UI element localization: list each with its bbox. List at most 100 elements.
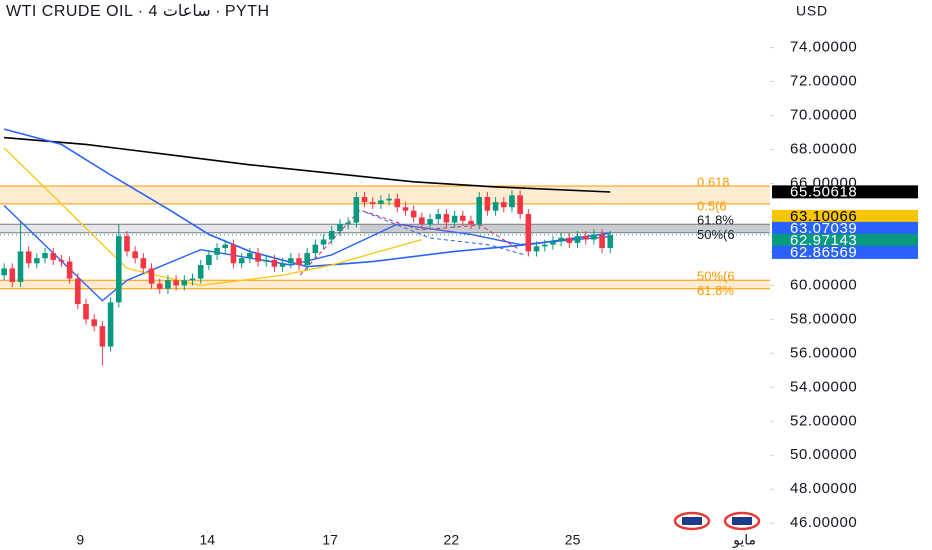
candle-body: [271, 259, 278, 267]
candle-body: [304, 253, 310, 265]
candle-body: [378, 200, 384, 204]
fib-label: 61.8%: [697, 213, 734, 228]
candle-body: [107, 302, 114, 347]
candle-body: [75, 278, 81, 305]
candle-body: [435, 214, 442, 220]
candle-body: [369, 202, 376, 204]
price-label: 63.07039: [790, 220, 857, 237]
fib-band: [0, 280, 770, 289]
candle-body: [115, 236, 122, 303]
candle-body: [156, 283, 163, 289]
x-tick-label: 9: [76, 532, 84, 548]
candle-body: [58, 259, 65, 262]
candle-body: [509, 195, 515, 208]
candle-body: [599, 234, 605, 249]
y-tick-label: 56.00000: [790, 344, 857, 361]
candle-body: [1, 268, 7, 276]
candle-body: [25, 251, 32, 264]
price-label: 63.10066: [790, 208, 857, 225]
candle-body: [148, 268, 155, 284]
candle-body: [591, 234, 597, 240]
candle-body: [443, 214, 450, 223]
fib-band: [0, 186, 770, 204]
candle-body: [353, 197, 360, 223]
candle-body: [9, 268, 16, 282]
candle-body: [566, 237, 573, 243]
x-tick-label: 17: [322, 532, 338, 548]
candle-body: [427, 219, 433, 225]
logo: [673, 511, 761, 531]
currency-label: USD: [796, 3, 828, 19]
candle-body: [574, 236, 581, 243]
candle-body: [197, 265, 204, 279]
candle-body: [550, 241, 556, 245]
logo-fill: [732, 517, 752, 525]
candle-body: [34, 258, 40, 264]
candle-body: [99, 326, 106, 347]
candle-body: [279, 263, 286, 267]
fib-label: 50%(6: [697, 269, 735, 284]
x-tick-label: 22: [444, 532, 460, 548]
candle-body: [83, 304, 89, 320]
candle-body: [525, 214, 532, 252]
candle-body: [263, 259, 270, 262]
candle-body: [42, 253, 48, 259]
y-tick-label: 68.00000: [790, 140, 857, 157]
candle-body: [337, 224, 343, 232]
candle-body: [460, 215, 466, 221]
price-label: 65.50618: [790, 183, 857, 200]
price-label: 62.86569: [790, 244, 857, 261]
candle-body: [214, 248, 220, 255]
candle-body: [222, 244, 229, 249]
candle-body: [476, 197, 483, 225]
candle-body: [312, 244, 319, 254]
candle-body: [255, 253, 261, 262]
price-label-box: [772, 233, 918, 247]
price-label-box: [772, 245, 918, 259]
price-axis: 46.00000 48.00000 50.00000 52.00000 54.00000…: [770, 39, 918, 531]
candle-body: [206, 254, 212, 265]
fib-label: 0.618: [697, 174, 730, 189]
price-label-box: [772, 185, 918, 199]
chart-title: WTI CRUDE OIL · 4 ساعات · PYTH: [6, 3, 270, 20]
candle-body: [189, 278, 196, 281]
candle-body: [181, 280, 188, 286]
candle-body: [132, 251, 138, 259]
y-tick-label: 74.00000: [790, 39, 857, 56]
candle-body: [173, 280, 179, 286]
candle-body: [484, 197, 491, 211]
x-tick-label: 25: [565, 532, 581, 548]
candle-body: [345, 222, 351, 225]
fib-label: 50%(6: [697, 227, 735, 242]
moving-average: [4, 136, 611, 193]
moving-average: [3, 204, 611, 302]
candle-body: [607, 234, 614, 249]
y-tick-label: 54.00000: [790, 378, 857, 395]
price-label-box: [772, 209, 918, 223]
candle-body: [500, 202, 507, 208]
candle-body: [328, 231, 335, 240]
logo-fill: [682, 517, 702, 525]
fib-label: 61.8%: [697, 283, 734, 298]
candle-body: [402, 207, 409, 211]
candle-body: [296, 258, 302, 265]
price-label: 62.97143: [790, 232, 857, 249]
candle-body: [230, 244, 237, 264]
candle-body: [582, 236, 589, 240]
candle-body: [50, 253, 57, 260]
candle-body: [419, 217, 425, 225]
y-tick-label: 50.00000: [790, 446, 857, 463]
candle-body: [247, 253, 253, 259]
price-label-box: [772, 221, 918, 235]
candle-body: [66, 261, 73, 279]
y-tick-label: 52.00000: [790, 412, 857, 429]
candle-body: [558, 237, 564, 242]
y-tick-label: 48.00000: [790, 480, 857, 497]
candle-body: [287, 258, 294, 264]
candle-body: [165, 280, 171, 289]
candle-body: [238, 258, 245, 264]
fib-label: 0.5(6: [697, 198, 727, 213]
y-tick-label: 58.00000: [790, 310, 857, 327]
